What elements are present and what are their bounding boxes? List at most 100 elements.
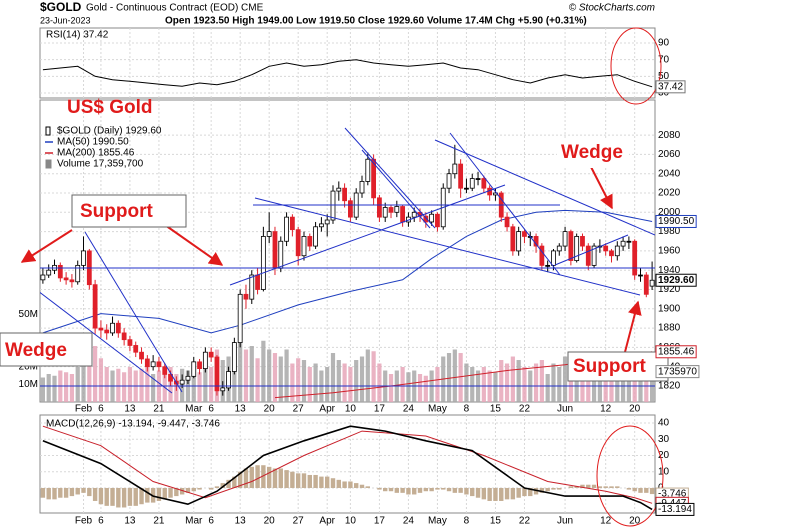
x-tick-label: 8 (464, 404, 470, 415)
volume-bar (499, 360, 504, 402)
candle-body (185, 375, 191, 381)
candle-body (638, 274, 643, 277)
macd-histogram-bar (46, 487, 51, 500)
macd-histogram-bar (458, 487, 463, 493)
volume-bar (197, 372, 202, 402)
y-tick-label: 2080 (658, 130, 681, 141)
volume-bar (93, 346, 98, 402)
rsi-panel (39, 27, 656, 99)
candle-body (464, 187, 469, 190)
y-tick-label: 40 (658, 418, 670, 429)
macd-histogram-bar (435, 487, 440, 490)
volume-bar (145, 363, 150, 402)
volume-bar (359, 356, 365, 402)
moving-average (42, 209, 653, 334)
candle-body (585, 245, 591, 266)
volume-bar (52, 375, 57, 402)
candle-body (609, 250, 614, 257)
macd-histogram-bar (649, 487, 655, 495)
macd-histogram-bar (301, 473, 307, 488)
annotation-title: US$ Gold (67, 97, 153, 118)
volume-bar (533, 363, 539, 402)
macd-histogram-bar (644, 487, 649, 493)
macd-histogram-bar (75, 487, 80, 495)
volume-bar (301, 360, 307, 402)
volume-bar (504, 363, 510, 402)
candle-body (539, 245, 545, 266)
value-box-label: -3.746 (658, 489, 687, 500)
candle-body (220, 387, 226, 392)
x-tick-label: 10 (345, 404, 357, 415)
volume-bar (122, 372, 127, 402)
candle-body (272, 231, 278, 269)
candle-body (57, 264, 63, 279)
macd-histogram-bar (626, 487, 632, 490)
macd-histogram-bar (127, 487, 133, 506)
candle-body (516, 231, 522, 252)
macd-histogram-bar (162, 487, 167, 500)
macd-histogram-bar (197, 487, 202, 490)
candle-body (481, 178, 487, 189)
x-tick-label: Apr (319, 404, 335, 415)
volume-bar (348, 367, 353, 402)
x-tick-label: 21 (153, 516, 165, 527)
macd-histogram-bar (551, 487, 556, 490)
volume-bar (435, 367, 440, 402)
candle-body (324, 219, 330, 225)
macd-histogram-bar (597, 486, 603, 488)
volume-tick-label: 10M (19, 379, 38, 390)
candle-body (144, 358, 150, 368)
x-tick-label: 15 (490, 516, 502, 527)
candle-body (591, 245, 597, 266)
volume-bar (423, 375, 428, 402)
candle-body (446, 173, 452, 189)
x-tick-label: 20 (264, 404, 276, 415)
macd-histogram-bar (522, 487, 527, 497)
arrow (20, 229, 73, 263)
legend-label: MA(200) 1855.46 (57, 148, 135, 159)
candle-body (551, 250, 556, 266)
macd-histogram-bar (603, 486, 608, 488)
candle-body (249, 274, 255, 300)
quote: Open 1923.50 High 1949.00 Low 1919.50 Cl… (165, 16, 587, 27)
macd-histogram-bar (133, 487, 138, 506)
macd-histogram-bar (638, 487, 643, 493)
value-boxes: 37.42 1990.50 1855.46 1735970 1929.60 -3.746 -… (655, 80, 700, 516)
macd-histogram-bar (452, 487, 458, 493)
candle-body (284, 216, 289, 242)
y-tick-label: 1940 (658, 265, 681, 276)
candle-body (458, 163, 464, 189)
macd-histogram-bar (261, 465, 266, 488)
macd-histogram-bar (295, 473, 301, 488)
macd-histogram-bar (174, 487, 179, 497)
volume-bar (551, 363, 556, 402)
legend-label: MA(50) 1990.50 (57, 137, 129, 148)
x-tick-label: 6 (208, 404, 214, 415)
volume-bar (191, 363, 196, 402)
annotation: Support (80, 201, 153, 222)
volume-bar (64, 372, 69, 402)
macd-histogram-bar (185, 487, 191, 493)
volume-bar (209, 367, 214, 402)
macd-histogram-bar (121, 487, 127, 508)
macd-histogram-bar (388, 487, 394, 492)
highlight-ellipse (610, 27, 662, 105)
value-box (655, 80, 686, 94)
volume-tick-label: 20M (19, 362, 38, 373)
volume-bar (649, 371, 655, 402)
candle-body (301, 236, 307, 257)
trend-line (554, 234, 629, 266)
credit: © StockCharts.com (569, 3, 655, 14)
macd-histogram-bar (272, 468, 278, 488)
y-tick-label: 2020 (658, 188, 681, 199)
trend-line (229, 184, 506, 286)
volume-bar (46, 374, 51, 402)
candle-body (510, 226, 516, 252)
volume-bar (98, 358, 104, 402)
macd-histogram-bar (319, 476, 324, 488)
y-tick-label: 1980 (658, 226, 681, 237)
macd-histogram-bar (92, 487, 98, 501)
macd-histogram-bar (568, 486, 574, 488)
x-tick-label: 24 (403, 516, 415, 527)
